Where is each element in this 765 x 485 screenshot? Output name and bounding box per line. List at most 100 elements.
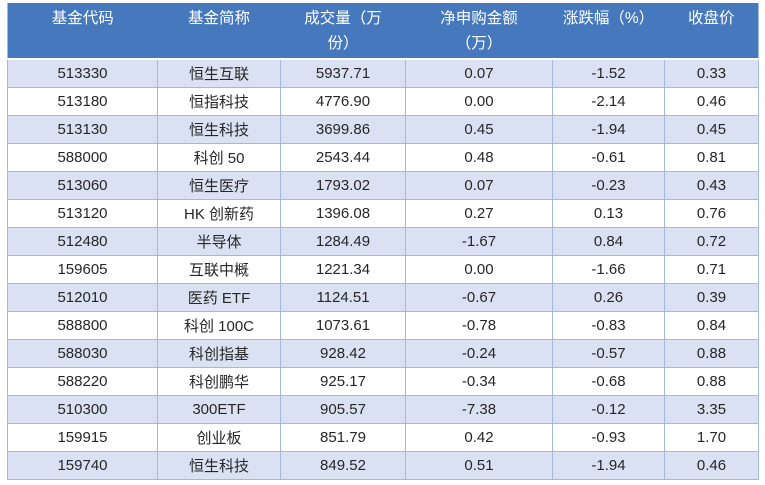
- cell-change-pct: -0.61: [552, 143, 665, 172]
- cell-close-price: 0.81: [664, 143, 759, 172]
- table-row: 513180 恒指科技 4776.90 0.00 -2.14 0.46: [7, 87, 759, 116]
- cell-close-price: 0.71: [664, 255, 759, 284]
- cell-change-pct: -0.57: [552, 339, 665, 368]
- cell-close-price: 1.70: [664, 423, 759, 452]
- cell-fund-name: 恒指科技: [157, 87, 281, 116]
- cell-fund-name: HK 创新药: [157, 199, 281, 228]
- cell-change-pct: -0.93: [552, 423, 665, 452]
- cell-net-subscription: -0.78: [405, 311, 553, 340]
- cell-change-pct: -0.23: [552, 171, 665, 200]
- cell-close-price: 0.33: [664, 58, 759, 88]
- cell-net-subscription: 0.42: [405, 423, 553, 452]
- table-row: 159915 创业板 851.79 0.42 -0.93 1.70: [7, 423, 759, 452]
- cell-net-subscription: 0.07: [405, 58, 553, 88]
- table-row: 159740 恒生科技 849.52 0.51 -1.94 0.46: [7, 451, 759, 480]
- cell-volume: 1793.02: [280, 171, 406, 200]
- cell-net-subscription: 0.48: [405, 143, 553, 172]
- cell-volume: 1284.49: [280, 227, 406, 256]
- table-row: 588000 科创 50 2543.44 0.48 -0.61 0.81: [7, 143, 759, 172]
- cell-close-price: 0.46: [664, 451, 759, 480]
- cell-volume: 1073.61: [280, 311, 406, 340]
- cell-net-subscription: -7.38: [405, 395, 553, 424]
- column-header-net-subscription: 净申购金额 （万）: [405, 3, 553, 60]
- cell-change-pct: -0.83: [552, 311, 665, 340]
- cell-fund-name: 科创 50: [157, 143, 281, 172]
- cell-change-pct: -0.12: [552, 395, 665, 424]
- cell-volume: 1221.34: [280, 255, 406, 284]
- cell-fund-name: 恒生医疗: [157, 171, 281, 200]
- table-row: 512480 半导体 1284.49 -1.67 0.84 0.72: [7, 227, 759, 256]
- cell-fund-code: 513130: [7, 115, 158, 144]
- cell-net-subscription: 0.00: [405, 87, 553, 116]
- cell-volume: 849.52: [280, 451, 406, 480]
- cell-net-subscription: -0.24: [405, 339, 553, 368]
- table-row: 512010 医药 ETF 1124.51 -0.67 0.26 0.39: [7, 283, 759, 312]
- cell-change-pct: 0.26: [552, 283, 665, 312]
- column-header-change-pct: 涨跌幅（%）: [552, 3, 665, 60]
- cell-fund-code: 513120: [7, 199, 158, 228]
- cell-change-pct: 0.84: [552, 227, 665, 256]
- cell-change-pct: -1.66: [552, 255, 665, 284]
- cell-fund-code: 588000: [7, 143, 158, 172]
- cell-fund-code: 588220: [7, 367, 158, 396]
- cell-close-price: 3.35: [664, 395, 759, 424]
- cell-change-pct: -1.94: [552, 451, 665, 480]
- cell-fund-code: 513330: [7, 58, 158, 88]
- column-header-volume: 成交量（万 份）: [280, 3, 406, 60]
- cell-fund-name: 恒生互联: [157, 58, 281, 88]
- cell-net-subscription: 0.00: [405, 255, 553, 284]
- cell-fund-code: 159605: [7, 255, 158, 284]
- column-header-fund-name: 基金简称: [157, 3, 281, 60]
- table-row: 513060 恒生医疗 1793.02 0.07 -0.23 0.43: [7, 171, 759, 200]
- cell-fund-code: 512010: [7, 283, 158, 312]
- table-row: 510300 300ETF 905.57 -7.38 -0.12 3.35: [7, 395, 759, 424]
- cell-net-subscription: 0.27: [405, 199, 553, 228]
- cell-volume: 905.57: [280, 395, 406, 424]
- cell-change-pct: 0.13: [552, 199, 665, 228]
- cell-close-price: 0.45: [664, 115, 759, 144]
- cell-fund-name: 科创鹏华: [157, 367, 281, 396]
- fund-table: 基金代码 基金简称 成交量（万 份） 净申购金额 （万） 涨跌幅（%） 收盘价 51333…: [7, 3, 759, 480]
- cell-fund-name: 科创 100C: [157, 311, 281, 340]
- cell-close-price: 0.76: [664, 199, 759, 228]
- column-header-close-price: 收盘价: [664, 3, 759, 60]
- cell-close-price: 0.46: [664, 87, 759, 116]
- cell-net-subscription: 0.45: [405, 115, 553, 144]
- cell-change-pct: -1.52: [552, 58, 665, 88]
- cell-fund-name: 恒生科技: [157, 115, 281, 144]
- cell-fund-code: 159740: [7, 451, 158, 480]
- cell-fund-name: 半导体: [157, 227, 281, 256]
- cell-fund-code: 510300: [7, 395, 158, 424]
- cell-fund-name: 科创指基: [157, 339, 281, 368]
- cell-net-subscription: -1.67: [405, 227, 553, 256]
- cell-fund-name: 医药 ETF: [157, 283, 281, 312]
- cell-net-subscription: -0.34: [405, 367, 553, 396]
- cell-close-price: 0.39: [664, 283, 759, 312]
- table-row: 513330 恒生互联 5937.71 0.07 -1.52 0.33: [7, 58, 759, 88]
- cell-volume: 1124.51: [280, 283, 406, 312]
- header-row: 基金代码 基金简称 成交量（万 份） 净申购金额 （万） 涨跌幅（%） 收盘价: [7, 3, 759, 60]
- table-body: 513330 恒生互联 5937.71 0.07 -1.52 0.33 513180 恒指科技…: [7, 58, 759, 480]
- table-row: 588030 科创指基 928.42 -0.24 -0.57 0.88: [7, 339, 759, 368]
- cell-fund-code: 588030: [7, 339, 158, 368]
- cell-fund-code: 512480: [7, 227, 158, 256]
- column-header-fund-code: 基金代码: [7, 3, 158, 60]
- cell-net-subscription: 0.51: [405, 451, 553, 480]
- cell-close-price: 0.88: [664, 339, 759, 368]
- table-row: 513130 恒生科技 3699.86 0.45 -1.94 0.45: [7, 115, 759, 144]
- table-row: 588220 科创鹏华 925.17 -0.34 -0.68 0.88: [7, 367, 759, 396]
- cell-fund-name: 300ETF: [157, 395, 281, 424]
- cell-fund-code: 159915: [7, 423, 158, 452]
- cell-close-price: 0.84: [664, 311, 759, 340]
- cell-close-price: 0.72: [664, 227, 759, 256]
- cell-close-price: 0.88: [664, 367, 759, 396]
- table-row: 513120 HK 创新药 1396.08 0.27 0.13 0.76: [7, 199, 759, 228]
- cell-fund-name: 恒生科技: [157, 451, 281, 480]
- table-row: 159605 互联中概 1221.34 0.00 -1.66 0.71: [7, 255, 759, 284]
- cell-volume: 5937.71: [280, 58, 406, 88]
- cell-fund-code: 588800: [7, 311, 158, 340]
- cell-volume: 928.42: [280, 339, 406, 368]
- cell-volume: 1396.08: [280, 199, 406, 228]
- cell-fund-name: 互联中概: [157, 255, 281, 284]
